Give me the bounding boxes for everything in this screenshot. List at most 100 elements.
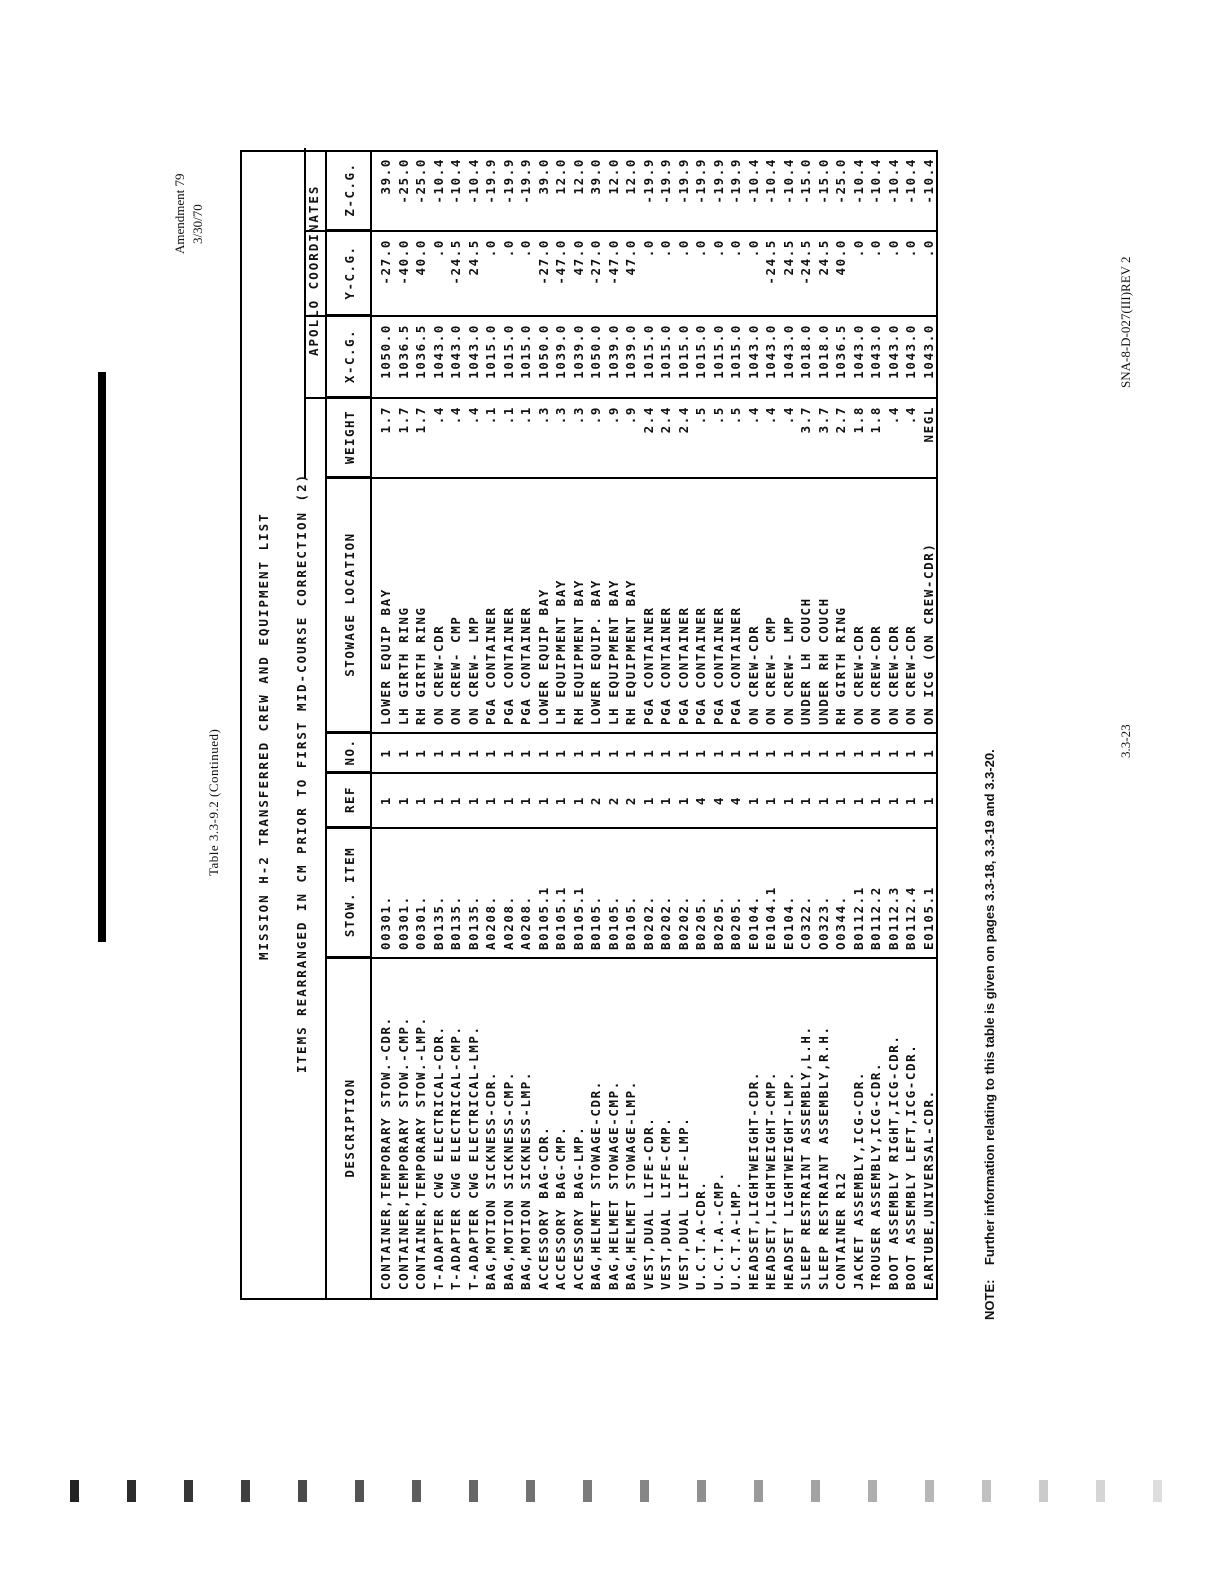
cell-stow-item: B0112.1 <box>850 886 866 950</box>
cell-number: 1 <box>693 748 708 758</box>
cell-number: 1 <box>430 748 446 758</box>
cell-weight: .4 <box>745 406 761 425</box>
cell-stowage-location: PGA CONTAINER <box>483 606 498 725</box>
cell-number: 1 <box>833 748 848 758</box>
cell-weight: NEGL <box>920 406 936 443</box>
column-header-description: DESCRIPTION <box>342 1078 357 1178</box>
cell-y-cg: .0 <box>903 239 918 258</box>
cell-x-cg: 1018.0 <box>798 324 813 379</box>
cell-stowage-location: PGA CONTAINER <box>658 606 673 725</box>
cell-stowage-location: PGA CONTAINER <box>518 606 533 725</box>
cell-y-cg: .0 <box>658 239 673 258</box>
cell-stow-item: E0105.1 <box>920 886 936 950</box>
cell-y-cg: .0 <box>885 239 901 258</box>
cell-stow-item: B0135. <box>465 895 481 950</box>
cell-x-cg: 1015.0 <box>693 324 708 379</box>
cell-ref: 4 <box>728 795 743 806</box>
cell-y-cg: .0 <box>693 239 708 258</box>
table-row: ACCESSORY BAG-LMP. B0105.1 1 1 RH EQUIPMENT … <box>570 152 588 1298</box>
cell-ref: 1 <box>553 795 568 806</box>
scan-mark <box>1096 1480 1105 1502</box>
table-row: HEADSET,LIGHTWEIGHT-CMP. E0104.1 1 1 ON CREW… <box>762 152 780 1298</box>
table-row: BAG,MOTION SICKNESS-LMP. A0208. 1 1 PGA CONT… <box>517 152 535 1298</box>
cell-stowage-location: ON CREW- CMP <box>763 615 778 725</box>
cell-y-cg: .0 <box>728 239 743 258</box>
cell-ref: 1 <box>413 795 428 806</box>
cell-weight: 3.7 <box>815 406 831 434</box>
cell-number: 1 <box>500 748 516 758</box>
cell-number: 1 <box>570 748 586 758</box>
scan-mark <box>355 1480 364 1502</box>
cell-z-cg: -10.4 <box>920 158 936 204</box>
cell-x-cg: 1043.0 <box>903 324 918 379</box>
cell-ref: 1 <box>518 795 533 806</box>
cell-stowage-location: ON CREW-CDR <box>850 624 866 725</box>
cell-y-cg: -24.5 <box>763 239 778 285</box>
cell-z-cg: -19.9 <box>518 158 533 204</box>
table-row: CONTAINER,TEMPORARY STOW.-CMP. 00301. 1 1 LH… <box>395 152 413 1298</box>
scan-mark <box>583 1480 592 1502</box>
cell-description: TROUSER ASSEMBLY,ICG-CDR. <box>868 1061 883 1290</box>
table-row: VEST,DUAL LIFE-LMP. B0202. 1 1 PGA CONTAINER… <box>675 152 693 1298</box>
cell-stow-item: B0205. <box>728 895 743 950</box>
apollo-coordinates-header: APOLLO COORDINATES <box>306 184 321 356</box>
cell-ref: 1 <box>378 795 393 806</box>
cell-weight: .4 <box>430 406 446 425</box>
cell-weight: 2.7 <box>833 406 848 434</box>
column-header-weight: WEIGHT <box>327 398 372 478</box>
cell-weight: 1.7 <box>413 406 428 434</box>
cell-y-cg: .0 <box>710 239 726 258</box>
cell-number: 1 <box>465 748 481 758</box>
cell-y-cg: .0 <box>920 239 936 258</box>
scan-mark <box>1153 1480 1162 1502</box>
column-header-y-cg: Y-C.G. <box>327 231 372 316</box>
cell-z-cg: 12.0 <box>605 158 621 195</box>
cell-z-cg: -19.9 <box>500 158 516 204</box>
cell-number: 1 <box>850 748 866 758</box>
cell-ref: 1 <box>640 795 656 806</box>
cell-stowage-location: PGA CONTAINER <box>640 606 656 725</box>
cell-weight: 1.8 <box>850 406 866 434</box>
note-text: Further information relating to this tab… <box>982 749 997 1266</box>
cell-x-cg: 1043.0 <box>430 324 446 379</box>
cell-description: ACCESSORY BAG-LMP. <box>570 1125 586 1290</box>
cell-weight: 2.4 <box>640 406 656 434</box>
cell-stowage-location: LOWER EQUIP BAY <box>535 588 551 725</box>
cell-number: 1 <box>535 748 551 758</box>
cell-y-cg: 24.5 <box>815 239 831 276</box>
cell-y-cg: .0 <box>640 239 656 258</box>
cell-stowage-location: UNDER RH COUCH <box>815 597 831 725</box>
cell-ref: 1 <box>465 795 481 806</box>
cell-ref: 1 <box>395 795 411 806</box>
column-header-z-cg: Z-C.G. <box>327 150 372 231</box>
cell-weight: .5 <box>693 406 708 425</box>
cell-x-cg: 1015.0 <box>658 324 673 379</box>
table-row: BAG,HELMET STOWAGE-CDR. B0105. 2 1 LOWER EQU… <box>587 152 605 1298</box>
cell-description: BAG,HELMET STOWAGE-CMP. <box>605 1080 621 1290</box>
table-row: BAG,HELMET STOWAGE-CMP. B0105. 2 1 LH EQUIPM… <box>605 152 623 1298</box>
cell-y-cg: .0 <box>430 239 446 258</box>
cell-stowage-location: ON CREW- LMP <box>465 615 481 725</box>
cell-number: 1 <box>763 748 778 758</box>
amendment-label: Amendment 79 <box>172 173 187 254</box>
cell-y-cg: .0 <box>850 239 866 258</box>
cell-number: 1 <box>885 748 901 758</box>
scan-mark <box>754 1480 763 1502</box>
cell-number: 1 <box>798 748 813 758</box>
cell-stow-item: B0135. <box>430 895 446 950</box>
cell-x-cg: 1039.0 <box>605 324 621 379</box>
cell-description: BAG,MOTION SICKNESS-LMP. <box>518 1070 533 1290</box>
cell-description: T-ADAPTER CWG ELECTRICAL-CDR. <box>430 1025 446 1290</box>
cell-stow-item: B0105. <box>623 895 638 950</box>
page-number: 3.3-23 <box>1118 724 1133 758</box>
cell-description: CONTAINER R12 <box>833 1171 848 1290</box>
table-row: T-ADAPTER CWG ELECTRICAL-LMP. B0135. 1 1 ON … <box>465 152 483 1298</box>
cell-ref: 1 <box>500 795 516 806</box>
table-row: U.C.T.A.-CMP. B0205. 4 1 PGA CONTAINER .5 1015… <box>710 152 728 1298</box>
cell-stowage-location: PGA CONTAINER <box>710 606 726 725</box>
cell-ref: 1 <box>483 795 498 806</box>
cell-z-cg: -10.4 <box>763 158 778 204</box>
cell-ref: 1 <box>920 795 936 806</box>
table-caption: Table 3.3-9.2 (Continued) <box>206 728 221 876</box>
cell-number: 1 <box>553 748 568 758</box>
